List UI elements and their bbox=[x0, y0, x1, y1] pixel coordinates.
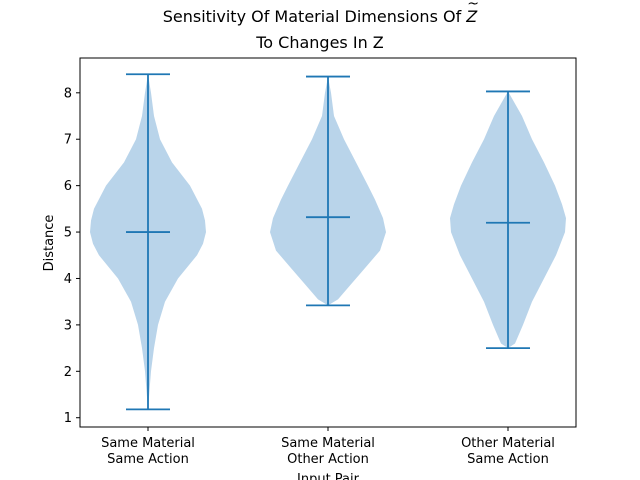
y-tick-label: 4 bbox=[64, 272, 72, 287]
x-tick-label: Other Action bbox=[287, 452, 369, 467]
x-tick-label: Same Material bbox=[281, 436, 375, 451]
title-z-tilde-symbol: Z bbox=[466, 0, 479, 26]
x-axis-label: Input Pair bbox=[297, 472, 360, 480]
y-tick-label: 5 bbox=[64, 226, 72, 241]
y-tick-label: 6 bbox=[64, 179, 72, 194]
y-tick-label: 8 bbox=[64, 86, 72, 101]
chart-title-line-1: Sensitivity Of Material Dimensions Of Z bbox=[0, 0, 640, 26]
y-tick-label: 2 bbox=[64, 365, 72, 380]
chart-title-line-2: To Changes In Z bbox=[256, 33, 384, 52]
y-axis-label: Distance bbox=[42, 215, 57, 272]
x-tick-label: Same Action bbox=[467, 452, 549, 467]
plot-frame bbox=[79, 57, 577, 428]
y-tick-label: 3 bbox=[64, 318, 72, 333]
y-axis-ticks: 1 2 3 4 5 6 7 8 bbox=[64, 86, 80, 426]
y-tick-label: 7 bbox=[64, 133, 72, 148]
violin-plot-group bbox=[90, 73, 566, 411]
x-tick-label: Same Material bbox=[101, 436, 195, 451]
y-tick-label: 1 bbox=[64, 411, 72, 426]
x-tick-label: Same Action bbox=[107, 452, 189, 467]
x-tick-label: Other Material bbox=[461, 436, 555, 451]
